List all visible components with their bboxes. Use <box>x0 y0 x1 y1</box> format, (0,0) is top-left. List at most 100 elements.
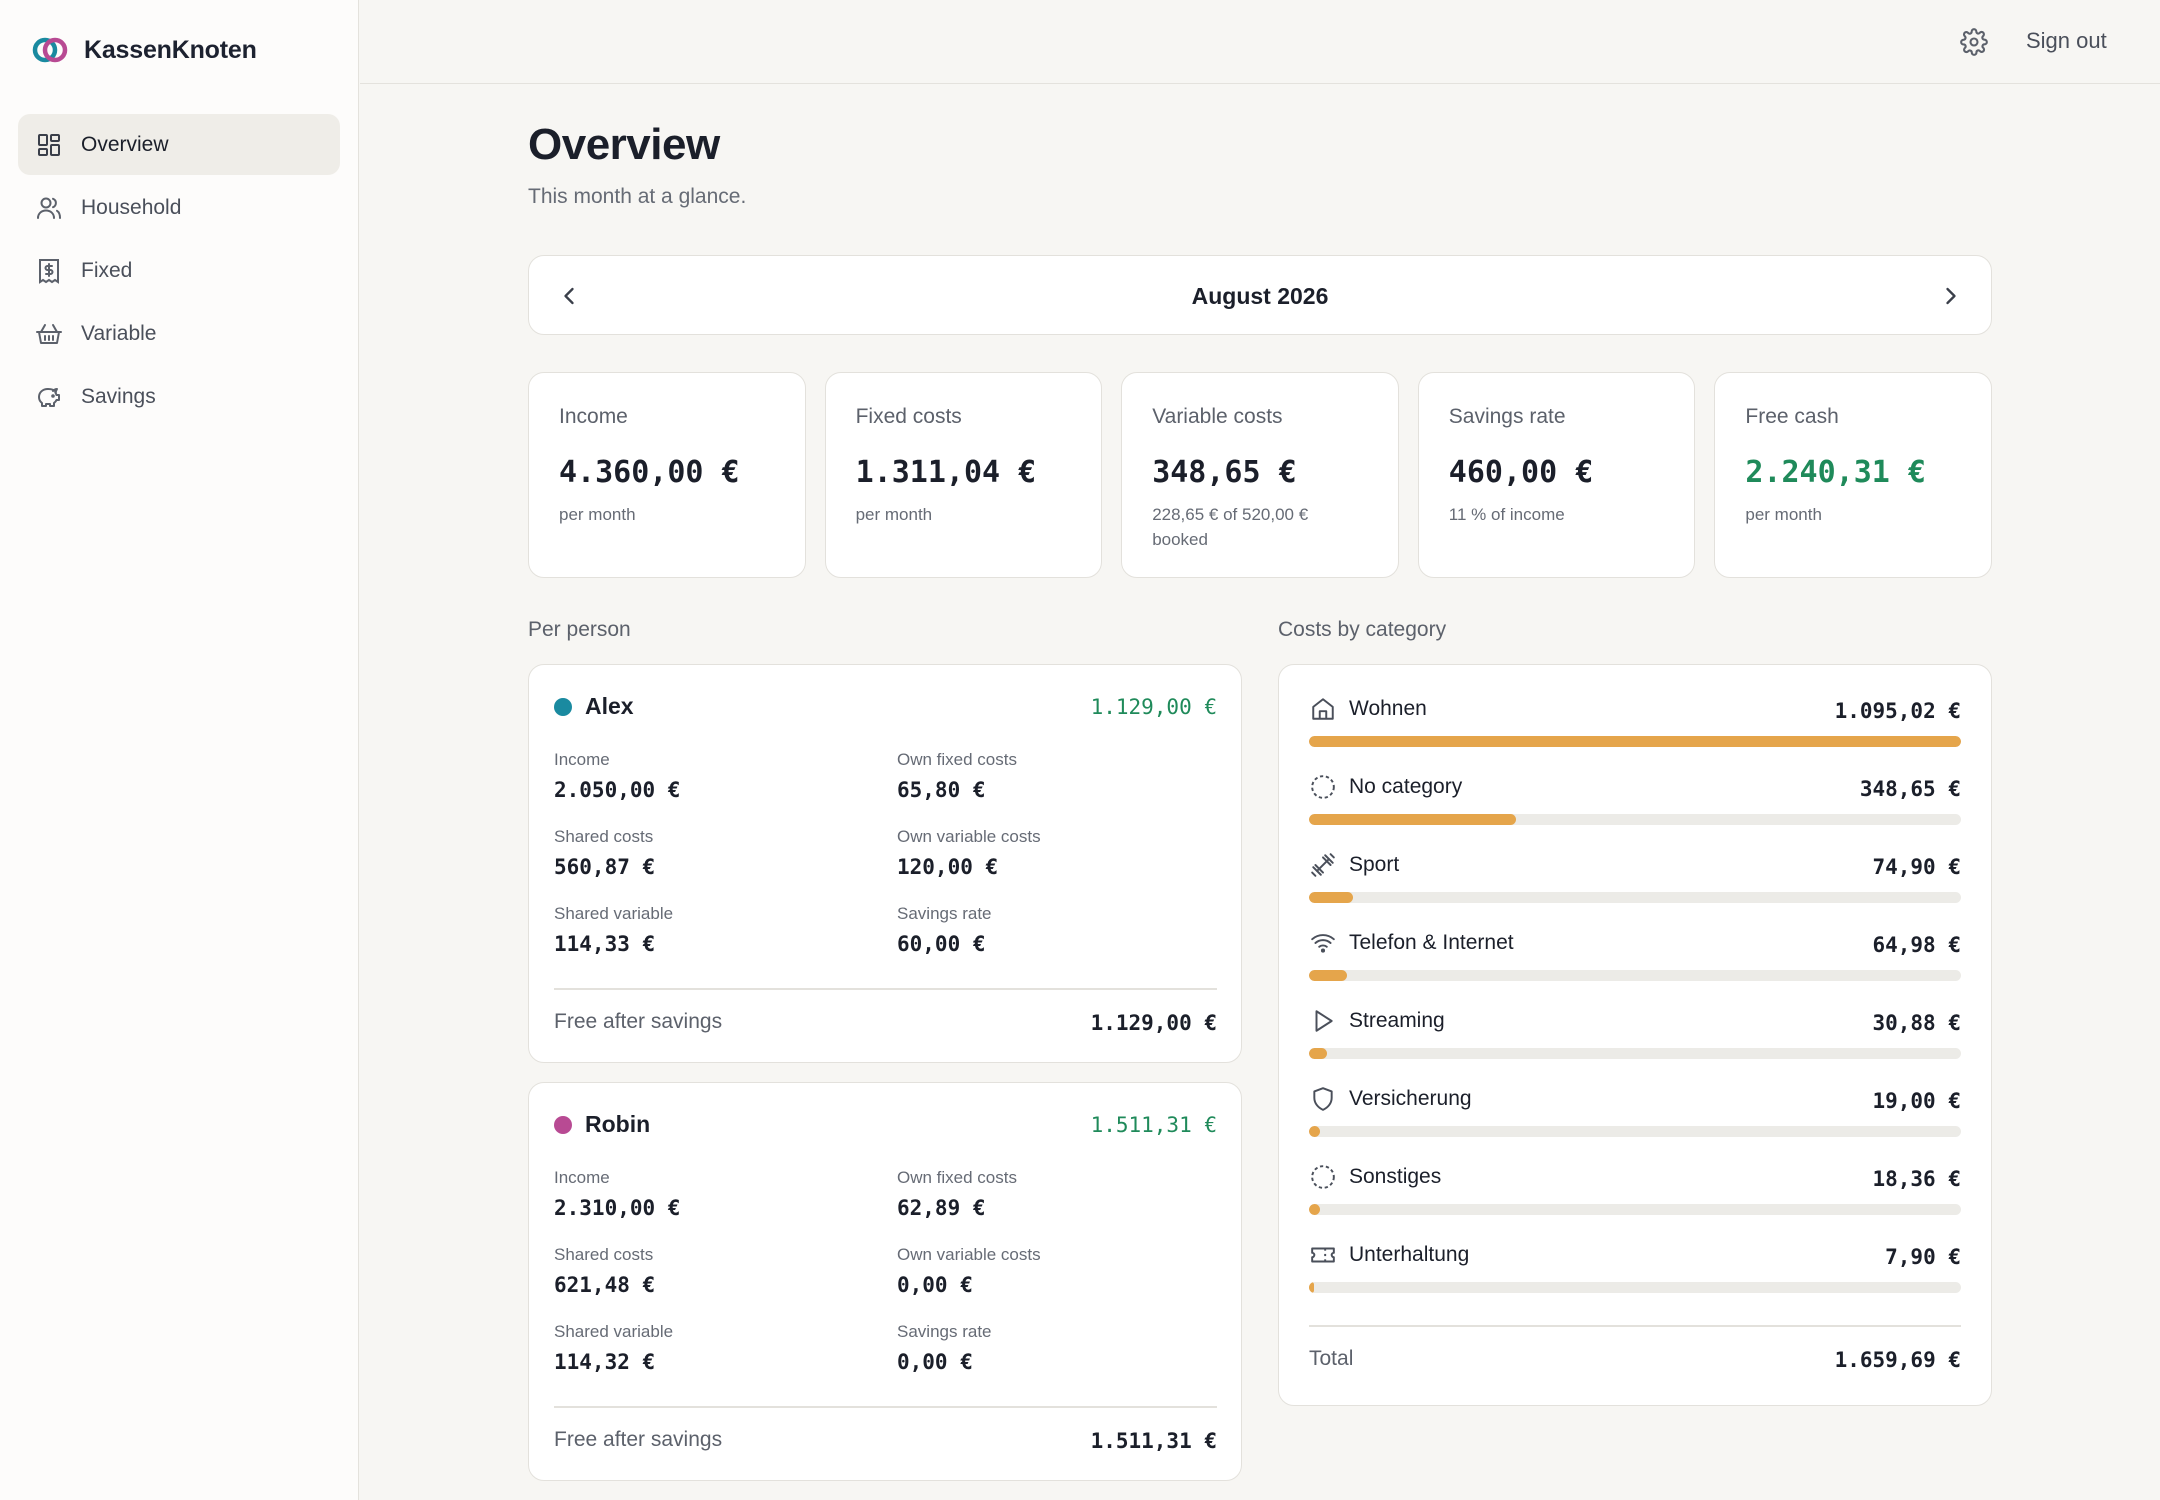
shared-costs-cell: Shared costs 621,48 € <box>554 1245 897 1297</box>
category-amount: 1.095,02 € <box>1834 699 1961 723</box>
category-bar-fill <box>1309 970 1348 981</box>
sidebar-item-label: Variable <box>81 321 157 345</box>
stat-sub: 11 % of income <box>1448 505 1565 524</box>
dashboard-icon <box>36 132 62 158</box>
category-bar-track <box>1309 1126 1961 1137</box>
cell-label: Shared costs <box>554 1245 654 1264</box>
cell-value: 0,00 € <box>897 1273 973 1297</box>
by-category-heading: Costs by category <box>1278 618 1447 641</box>
stat-value: 348,65 € <box>1152 455 1297 490</box>
sidebar-item-fixed[interactable]: Fixed <box>18 240 340 301</box>
shield-icon <box>1309 1085 1337 1113</box>
sidebar-item-household[interactable]: Household <box>18 177 340 238</box>
divider <box>554 988 1217 990</box>
shared-costs-cell: Shared costs 560,87 € <box>554 827 897 879</box>
divider <box>554 1406 1217 1408</box>
stat-sub: per month <box>559 505 636 524</box>
dashed-circle-icon <box>1309 1163 1337 1191</box>
sign-out-button[interactable]: Sign out <box>2026 28 2107 53</box>
piggy-bank-icon <box>36 384 62 410</box>
cell-label: Shared variable <box>554 1322 674 1341</box>
receipt-icon <box>36 258 62 284</box>
stat-value: 4.360,00 € <box>559 455 740 490</box>
chevron-left-icon[interactable] <box>555 282 583 310</box>
logo-rings-icon <box>32 34 68 66</box>
category-name: Wohnen <box>1349 697 1427 720</box>
person-header: Robin <box>554 1111 650 1138</box>
cell-label: Savings rate <box>897 904 992 923</box>
total-label: Total <box>1309 1347 1354 1370</box>
category-name: Streaming <box>1349 1009 1445 1032</box>
divider <box>1309 1325 1961 1327</box>
category-bar-track <box>1309 1282 1961 1293</box>
cell-value: 0,00 € <box>897 1350 973 1374</box>
category-bar-track <box>1309 736 1961 747</box>
category-name: Sonstiges <box>1349 1165 1442 1188</box>
category-row-no-category[interactable]: No category 348,65 € <box>1309 773 1961 833</box>
category-bar-fill <box>1309 814 1517 825</box>
sidebar-item-label: Fixed <box>81 258 133 282</box>
users-icon <box>36 195 62 221</box>
free-after-savings-label: Free after savings <box>554 1010 723 1033</box>
sidebar: KassenKnoten Overview Household <box>0 0 359 1500</box>
category-amount: 74,90 € <box>1872 855 1961 879</box>
sidebar-item-overview[interactable]: Overview <box>18 114 340 175</box>
category-bar-fill <box>1309 1204 1321 1215</box>
cell-label: Own fixed costs <box>897 750 1017 769</box>
category-row-sonstiges[interactable]: Sonstiges 18,36 € <box>1309 1163 1961 1223</box>
category-row-wohnen[interactable]: Wohnen 1.095,02 € <box>1309 695 1961 755</box>
stat-card-fixed-costs: Fixed costs 1.311,04 € per month <box>824 372 1103 578</box>
category-name: Telefon & Internet <box>1349 931 1514 954</box>
category-amount: 18,36 € <box>1872 1167 1961 1191</box>
own-fixed-cell: Own fixed costs 62,89 € <box>897 1168 1218 1220</box>
stat-value: 460,00 € <box>1448 455 1594 490</box>
stat-value: 1.311,04 € <box>855 455 1037 490</box>
cell-label: Own fixed costs <box>897 1168 1017 1187</box>
gear-icon[interactable] <box>1960 28 1988 56</box>
category-row-streaming[interactable]: Streaming 30,88 € <box>1309 1007 1961 1067</box>
sidebar-item-label: Overview <box>81 132 169 156</box>
category-amount: 348,65 € <box>1859 777 1961 801</box>
category-bar-fill <box>1309 892 1354 903</box>
category-row-telefon-internet[interactable]: Telefon & Internet 64,98 € <box>1309 929 1961 989</box>
person-breakdown: Income 2.310,00 € Own fixed costs 62,89 … <box>554 1168 1218 1374</box>
dashed-circle-icon <box>1309 773 1337 801</box>
person-card-alex: Alex 1.129,00 € Income 2.050,00 € Own fi… <box>528 664 1242 1063</box>
chevron-right-icon[interactable] <box>1937 282 1965 310</box>
cell-value: 62,89 € <box>897 1196 986 1220</box>
stat-card-free-cash: Free cash 2.240,31 € per month <box>1714 372 1992 578</box>
person-breakdown: Income 2.050,00 € Own fixed costs 65,80 … <box>554 750 1218 956</box>
cell-label: Income <box>554 750 610 769</box>
category-row-sport[interactable]: Sport 74,90 € <box>1309 851 1961 911</box>
stat-card-income: Income 4.360,00 € per month <box>528 372 806 578</box>
cell-value: 114,33 € <box>554 932 656 956</box>
brand[interactable]: KassenKnoten <box>32 34 257 66</box>
cell-value: 114,32 € <box>554 1350 656 1374</box>
person-free-amount: 1.129,00 € <box>1090 695 1217 719</box>
person-name: Robin <box>585 1111 651 1137</box>
person-free-amount: 1.511,31 € <box>1090 1113 1217 1137</box>
current-month: August 2026 <box>1191 283 1329 309</box>
income-cell: Income 2.050,00 € <box>554 750 897 802</box>
home-icon <box>1309 695 1337 723</box>
shared-variable-cell: Shared variable 114,32 € <box>554 1322 897 1374</box>
cell-value: 65,80 € <box>897 778 986 802</box>
page-title: Overview <box>528 120 720 169</box>
stat-label: Income <box>559 405 628 428</box>
sidebar-item-savings[interactable]: Savings <box>18 366 340 427</box>
sidebar-item-variable[interactable]: Variable <box>18 303 340 364</box>
savings-rate-cell: Savings rate 60,00 € <box>897 904 1218 956</box>
savings-rate-cell: Savings rate 0,00 € <box>897 1322 1218 1374</box>
category-row-versicherung[interactable]: Versicherung 19,00 € <box>1309 1085 1961 1145</box>
stat-label: Variable costs <box>1152 405 1283 428</box>
stat-card-variable-costs: Variable costs 348,65 € 228,65 € of 520,… <box>1121 372 1399 578</box>
category-bar-fill <box>1309 1126 1321 1137</box>
cell-label: Shared costs <box>554 827 654 846</box>
free-after-savings-value: 1.129,00 € <box>1090 1011 1217 1035</box>
wifi-icon <box>1309 929 1337 957</box>
category-name: Sport <box>1349 853 1400 876</box>
person-color-dot <box>554 1115 572 1134</box>
category-row-unterhaltung[interactable]: Unterhaltung 7,90 € <box>1309 1241 1961 1301</box>
cell-label: Savings rate <box>897 1322 992 1341</box>
income-cell: Income 2.310,00 € <box>554 1168 897 1220</box>
